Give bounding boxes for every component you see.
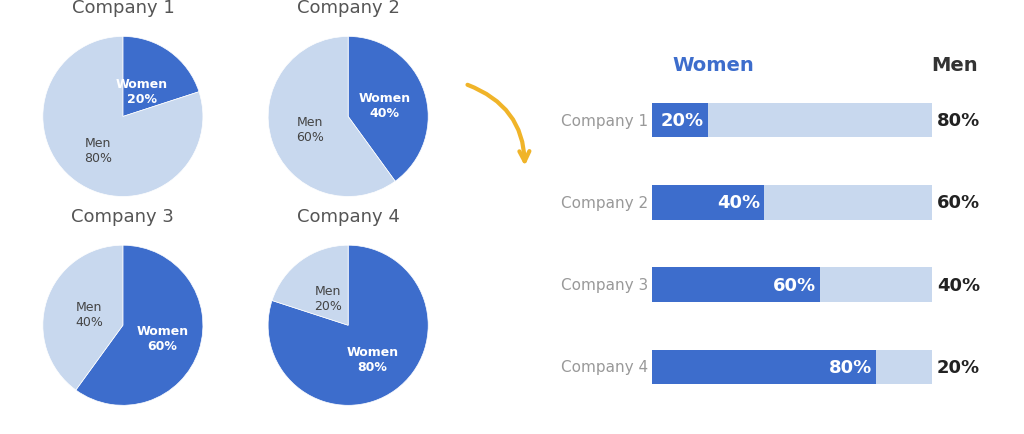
Text: Company 1: Company 1 [561, 113, 648, 128]
Text: Company 3: Company 3 [561, 277, 648, 293]
Text: Women: Women [673, 56, 755, 74]
Bar [652, 350, 876, 385]
Text: Men
60%: Men 60% [296, 115, 324, 144]
Bar [820, 268, 932, 302]
Bar [764, 186, 932, 220]
Wedge shape [268, 37, 395, 197]
Text: 80%: 80% [828, 358, 871, 376]
Text: 80%: 80% [937, 112, 980, 130]
Bar [652, 186, 764, 220]
Text: Company 2: Company 2 [561, 195, 648, 210]
Wedge shape [272, 246, 348, 326]
Bar [709, 103, 932, 138]
Text: Company 4: Company 4 [561, 360, 648, 375]
Text: 60%: 60% [773, 276, 816, 294]
Wedge shape [348, 37, 428, 182]
Text: 20%: 20% [660, 112, 703, 130]
Text: Women
80%: Women 80% [346, 345, 398, 373]
Text: Men
40%: Men 40% [76, 301, 103, 329]
Title: Company 1: Company 1 [72, 0, 174, 17]
Text: Women
60%: Women 60% [136, 324, 188, 352]
Wedge shape [43, 37, 203, 197]
Text: 40%: 40% [937, 276, 980, 294]
Text: Men
80%: Men 80% [84, 137, 113, 165]
Bar [876, 350, 932, 385]
Text: Men: Men [931, 56, 978, 74]
Wedge shape [268, 246, 428, 405]
Title: Company 3: Company 3 [72, 207, 174, 226]
Title: Company 4: Company 4 [297, 207, 399, 226]
Bar [652, 103, 709, 138]
Wedge shape [76, 246, 203, 405]
Title: Company 2: Company 2 [297, 0, 399, 17]
Text: Women
20%: Women 20% [116, 77, 168, 105]
Text: Men
20%: Men 20% [314, 284, 342, 312]
Text: 20%: 20% [937, 358, 980, 376]
Wedge shape [123, 37, 199, 117]
Wedge shape [43, 246, 123, 390]
Bar [652, 268, 820, 302]
Text: Women
40%: Women 40% [358, 92, 411, 119]
Text: 60%: 60% [937, 194, 980, 212]
Text: 40%: 40% [717, 194, 760, 212]
